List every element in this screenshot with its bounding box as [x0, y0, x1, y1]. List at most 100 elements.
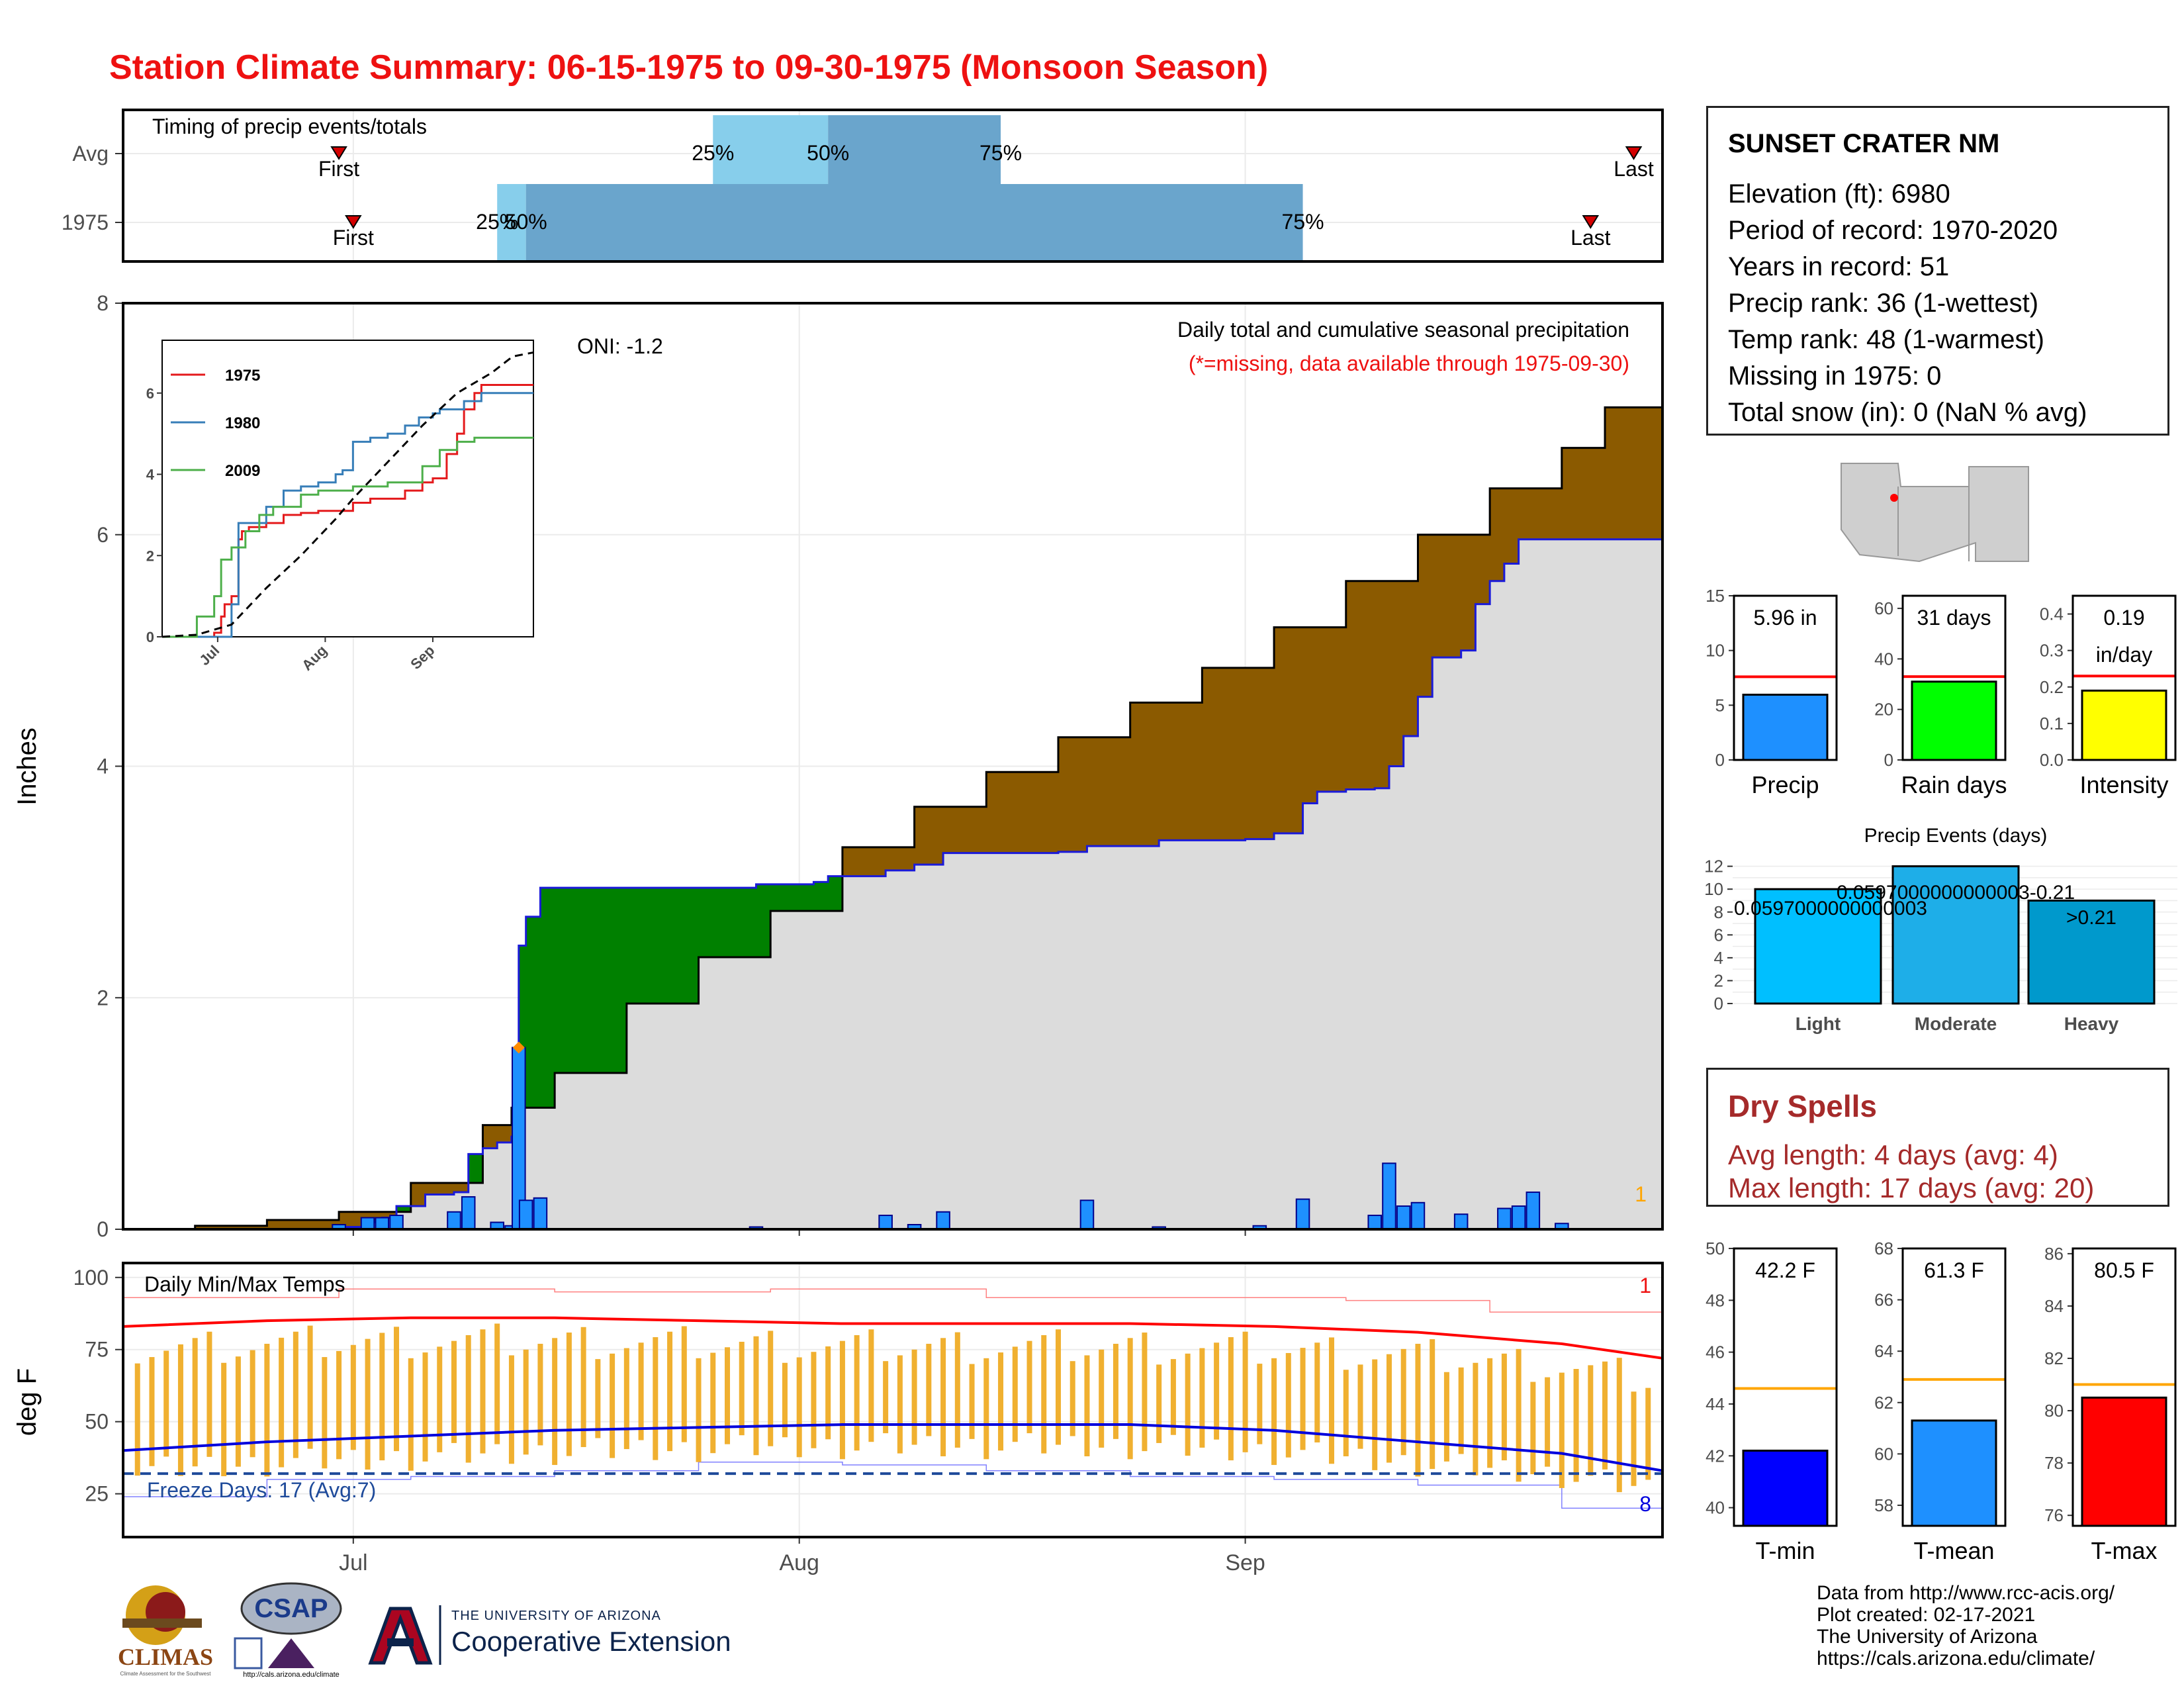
temp-range-bar-14	[322, 1357, 328, 1469]
timing-last-label-1: Last	[1570, 226, 1611, 250]
timing-first-marker-0	[330, 146, 347, 160]
temp-range-bar-33	[595, 1359, 601, 1438]
csap-logo-url: http://cals.arizona.edu/climate	[243, 1671, 340, 1678]
timing-ytick-label-1: 1975	[62, 211, 109, 234]
daily-precip-bar-15	[1079, 1199, 1095, 1230]
temp-range-bar-58	[954, 1332, 960, 1448]
temp-small-2-bar	[2081, 1396, 2167, 1527]
info-snow: Total snow (in): 0 (NaN % avg)	[1728, 398, 2087, 427]
temp-range-bar-4	[177, 1344, 183, 1476]
temp-range-bar-60	[983, 1358, 989, 1460]
csap-logo: CSAP http://cals.arizona.edu/climate	[234, 1582, 342, 1678]
temp-range-bar-73	[1170, 1359, 1176, 1435]
events-category-label-1: Moderate	[1915, 1013, 1997, 1034]
daily-precip-bar-10	[533, 1197, 548, 1230]
temp-range-bar-95	[1487, 1358, 1493, 1468]
inset-ytick-label-1: 2	[146, 547, 154, 564]
temp-range-bar-84	[1329, 1337, 1335, 1464]
daily-precip-bar-21	[1396, 1205, 1411, 1231]
temp-range-bar-94	[1473, 1362, 1479, 1476]
precip-small-0-ytick-label-1: 5	[1715, 695, 1725, 715]
temps-ytick-label-2: 75	[85, 1338, 109, 1362]
temp-range-bar-45	[768, 1331, 774, 1446]
ua-logo	[368, 1605, 441, 1665]
inset-series-average	[161, 351, 534, 638]
daily-precip-bar-23	[1453, 1213, 1469, 1230]
timing-last-label-0: Last	[1614, 157, 1654, 181]
temp-range-bar-48	[811, 1352, 817, 1448]
timing-bar-p50-p75-1	[525, 184, 1303, 261]
temp-small-1-ytick-label-5: 68	[1874, 1239, 1893, 1258]
min-cumulative-area	[123, 539, 1662, 1229]
temp-range-bar-35	[623, 1348, 629, 1450]
temp-range-bar-30	[552, 1338, 558, 1466]
precip-small-2-border	[2071, 594, 2177, 761]
temp-range-bar-41	[710, 1352, 716, 1454]
temp-range-bar-18	[379, 1333, 385, 1461]
avg-tmax-line	[122, 1316, 1663, 1360]
events-bar-label-1: 0.0597000000000003-0.21	[1837, 882, 2075, 904]
cumulative-title: Daily total and cumulative seasonal prec…	[1177, 318, 1629, 342]
temp-range-bar-39	[681, 1326, 687, 1442]
events-bar-light	[1754, 888, 1882, 1005]
inset-ytick-label-2: 4	[146, 467, 155, 483]
temp-range-bar-37	[653, 1336, 659, 1460]
dry-spells-max: Max length: 17 days (avg: 20)	[1728, 1172, 2095, 1203]
temp-small-0-ytick-label-4: 48	[1706, 1290, 1725, 1310]
temp-range-bar-10	[264, 1344, 270, 1477]
temp-range-bar-43	[739, 1341, 745, 1436]
temp-range-bar-11	[279, 1337, 285, 1468]
temp-range-bar-50	[839, 1340, 845, 1460]
info-precip-rank: Precip rank: 36 (1-wettest)	[1728, 289, 2039, 318]
precip-small-1-value-label: 31 days	[1917, 606, 1991, 630]
temp-range-bar-49	[825, 1346, 831, 1440]
temp-small-1-ytick-label-3: 64	[1874, 1341, 1893, 1361]
timing-first-label-1: First	[333, 226, 374, 250]
temp-range-bar-65	[1055, 1329, 1061, 1445]
daily-precip-bar-19	[1367, 1215, 1383, 1231]
temp-range-bar-3	[163, 1350, 169, 1457]
precip-small-2-ytick-label-0: 0.0	[2040, 750, 2064, 770]
temp-small-0-ytick-label-2: 44	[1706, 1394, 1725, 1414]
info-period: Period of record: 1970-2020	[1728, 216, 2058, 245]
temp-small-0-ytick-label-0: 40	[1706, 1498, 1725, 1518]
temp-range-bar-24	[465, 1335, 471, 1463]
temp-range-bar-27	[508, 1355, 514, 1464]
temp-small-1-value-label: 61.3 F	[1924, 1258, 1984, 1282]
temps-ylabel: deg F	[13, 1368, 42, 1436]
dry-spells-avg: Avg length: 4 days (avg: 4)	[1728, 1139, 2058, 1170]
temp-range-bar-69	[1113, 1344, 1118, 1439]
temp-range-bar-76	[1214, 1342, 1220, 1440]
precip-small-1-ytick-label-3: 60	[1874, 598, 1893, 618]
temps-top-right-label: 1	[1639, 1274, 1651, 1297]
precip-small-2-ytick-label-4: 0.4	[2040, 604, 2064, 624]
precip-small-2-value-label-2: in/day	[2096, 643, 2152, 667]
info-missing: Missing in 1975: 0	[1728, 361, 1942, 391]
oni-label: ONI: -1.2	[577, 334, 663, 358]
temp-range-bar-13	[307, 1325, 313, 1449]
temp-range-bar-32	[580, 1327, 586, 1448]
temp-small-1-ytick-label-4: 66	[1874, 1290, 1893, 1310]
temp-range-bar-2	[149, 1357, 155, 1466]
temps-title: Daily Min/Max Temps	[144, 1272, 345, 1296]
cumulative-ytick-label-3: 6	[97, 523, 109, 547]
temp-range-bar-6	[206, 1331, 212, 1457]
timing-label-p25-0: 25%	[692, 141, 734, 165]
temp-range-bar-104	[1616, 1358, 1622, 1493]
csap-logo-text: CSAP	[254, 1594, 328, 1623]
temp-range-bar-87	[1372, 1359, 1378, 1470]
temp-range-bar-47	[796, 1357, 802, 1458]
climas-logo: CLIMAS Climate Assessment for the Southw…	[118, 1585, 213, 1677]
cumulative-ytick-label-0: 0	[97, 1217, 109, 1241]
daily-precip-bar-1	[360, 1217, 375, 1230]
temp-range-bar-44	[753, 1336, 759, 1456]
temp-range-bar-15	[336, 1350, 342, 1460]
temp-small-1-ytick-label-1: 60	[1874, 1444, 1893, 1464]
temp-range-bar-38	[667, 1331, 673, 1452]
record-min-line	[123, 1461, 1663, 1509]
temp-range-bar-56	[926, 1344, 932, 1436]
temp-range-bar-70	[1127, 1338, 1133, 1460]
timing-bar-p25-p50-1	[497, 184, 526, 261]
temp-range-bar-51	[854, 1335, 860, 1451]
page-title: Station Climate Summary: 06-15-1975 to 0…	[109, 48, 1269, 87]
